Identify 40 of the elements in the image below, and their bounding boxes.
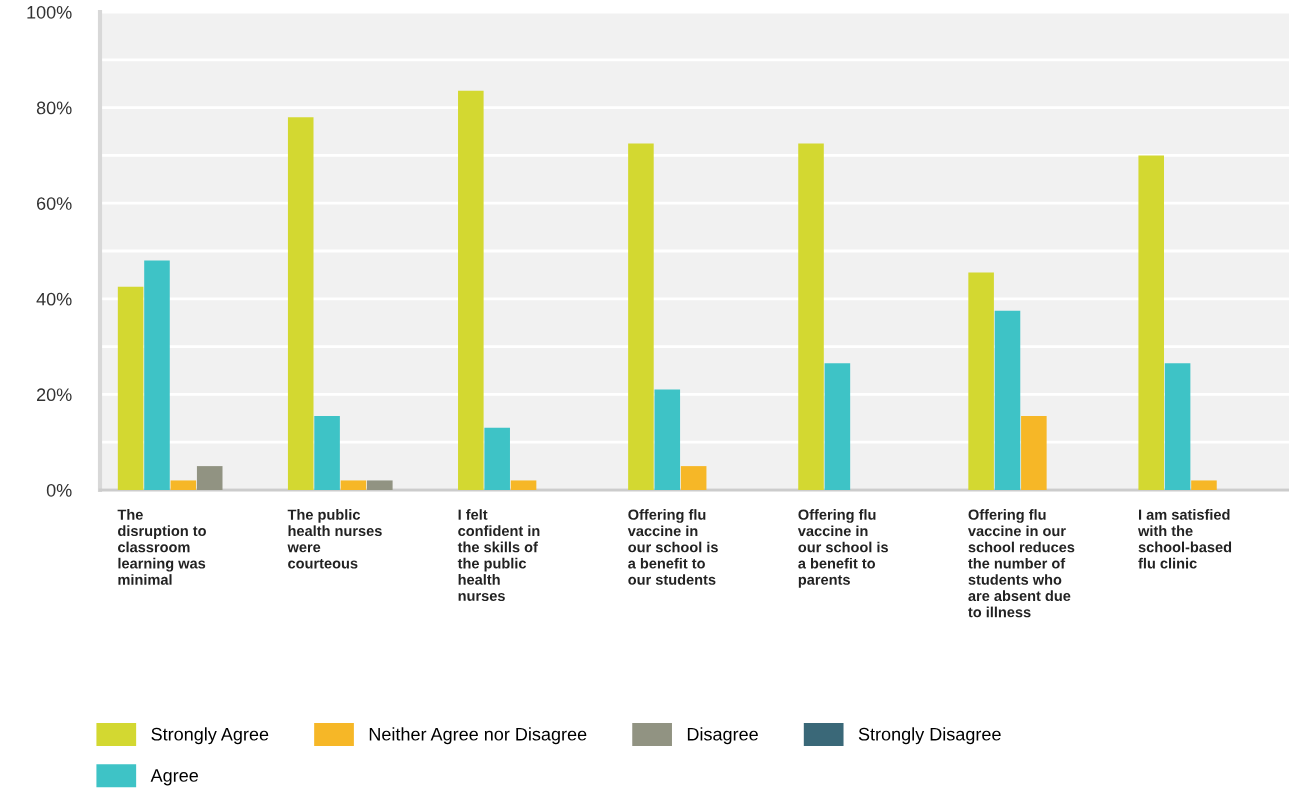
y-tick-label: 40% [36,292,72,306]
y-tick-label: 60% [37,197,72,210]
x-tick-label: I felt confident in the skills of the public health nurses [457,509,540,602]
bar [314,415,340,490]
legend-label: Strongly Disagree [858,727,1001,745]
bar [144,260,170,490]
x-tick-label: The disruption to classroom learning was minimal [117,509,206,585]
bar [196,466,223,490]
legend-label: Neither Agree nor Disagree [369,727,587,745]
bar [654,389,681,490]
bar [994,310,1021,490]
bar [628,143,654,490]
bar [1138,155,1165,490]
x-tick-label: Offering flu vaccine in our school is a benefit to parents [797,509,888,588]
x-tick-label: I am satisfied with the school-based flu clinic [1137,509,1232,569]
bar [484,427,510,490]
bar [1021,415,1047,490]
x-tick-label: Offering flu vaccine in our school is a benefit to our students [627,509,718,585]
x-tick-label: Offering flu vaccine in our school reduces the number of students who are absent due to illness [967,509,1075,618]
bar [510,480,537,490]
bar [680,466,707,490]
x-tick-label: The public health nurses were courteous [287,509,382,569]
bar [968,272,994,490]
bar [287,117,314,490]
y-tick-label: 0% [46,483,72,497]
legend-label: Strongly Agree [151,727,269,745]
y-tick-label: 80% [36,101,72,115]
bar [340,480,367,490]
y-tick-label: 100% [27,5,72,19]
bar [798,143,824,490]
bar [458,90,484,490]
bar [1191,480,1217,490]
bar [824,363,851,490]
bar [117,286,144,490]
legend-label: Disagree [687,727,758,745]
legend-label: Agree [150,769,198,786]
y-tick-label: 20% [36,388,72,402]
bar [367,480,393,490]
bar [170,480,197,490]
bar [1164,363,1191,490]
